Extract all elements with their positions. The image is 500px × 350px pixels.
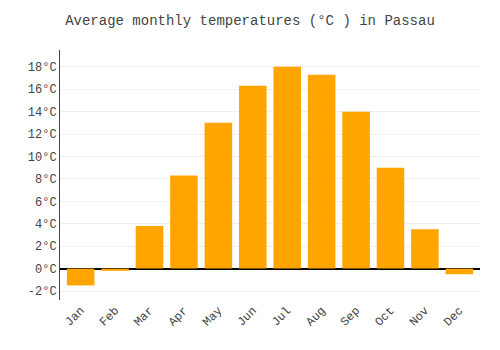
svg-text:14°C: 14°C <box>28 106 57 120</box>
svg-text:Dec: Dec <box>441 304 466 329</box>
svg-text:2°C: 2°C <box>35 240 57 254</box>
svg-text:0°C: 0°C <box>35 263 57 277</box>
svg-text:Jan: Jan <box>63 304 88 329</box>
svg-text:Mar: Mar <box>131 304 156 329</box>
svg-text:Average monthly temperatures (: Average monthly temperatures (°C ) in Pa… <box>65 13 435 29</box>
svg-text:Jun: Jun <box>235 304 260 329</box>
svg-text:6°C: 6°C <box>35 196 57 210</box>
svg-text:4°C: 4°C <box>35 218 57 232</box>
svg-text:8°C: 8°C <box>35 173 57 187</box>
svg-text:Nov: Nov <box>407 304 432 329</box>
svg-text:16°C: 16°C <box>28 83 57 97</box>
svg-text:Aug: Aug <box>304 304 329 329</box>
svg-text:Sep: Sep <box>338 304 363 329</box>
svg-text:Apr: Apr <box>166 304 191 329</box>
svg-text:Oct: Oct <box>372 304 397 329</box>
svg-text:12°C: 12°C <box>28 128 57 142</box>
svg-text:18°C: 18°C <box>28 61 57 75</box>
svg-text:10°C: 10°C <box>28 151 57 165</box>
svg-text:Jul: Jul <box>269 304 294 329</box>
svg-text:May: May <box>200 304 225 329</box>
svg-text:Feb: Feb <box>97 304 122 329</box>
svg-text:-2°C: -2°C <box>28 285 57 299</box>
